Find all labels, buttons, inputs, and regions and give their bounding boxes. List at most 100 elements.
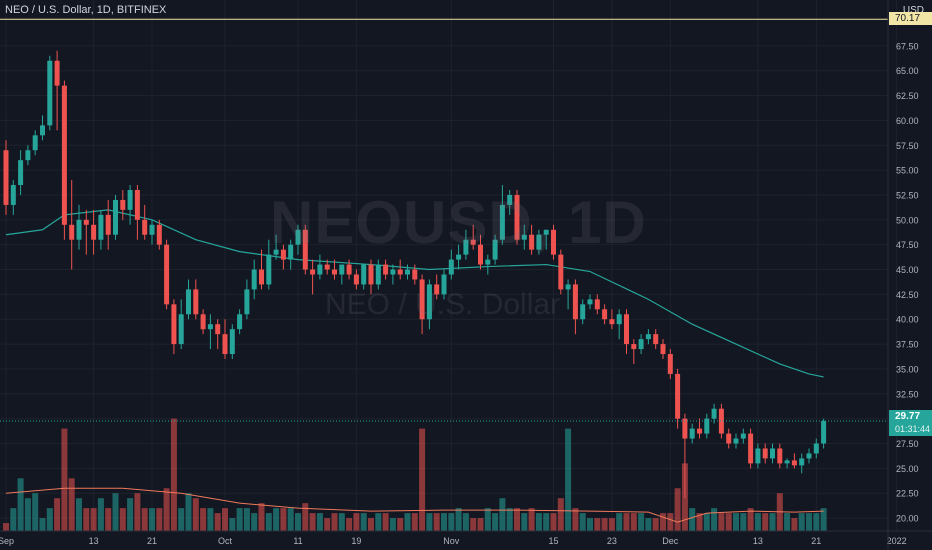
candle-body [675,373,681,419]
volume-bar [820,508,827,531]
volume-bar [251,513,258,531]
candle-body [748,433,754,464]
volume-bar [243,508,250,531]
volume-bar [368,518,374,531]
y-tick-label: 27.50 [896,439,919,449]
candle-body [149,224,155,235]
candle-body [98,214,104,240]
volume-bar [309,513,316,531]
candle-body [273,249,279,255]
candle-body [32,135,38,151]
candle-body [405,269,410,275]
volume-bar [17,478,24,531]
candle-body [426,284,432,320]
candle-body [127,189,133,210]
candle-body [419,279,425,320]
candle-body [733,438,739,444]
volume-bar [295,513,301,531]
candle-body [171,304,177,345]
candle-body [10,185,16,205]
candle-body [770,448,775,459]
volume-bar [441,513,447,531]
x-tick-label: Dec [662,536,679,546]
volume-bar [448,513,455,531]
candle-body [543,229,549,235]
volume-bar [696,513,703,531]
volume-bar [433,513,440,531]
volume-bar [10,508,17,531]
volume-bar [119,508,126,531]
candle-body [697,428,702,434]
x-tick-label: 15 [548,536,558,546]
candle-body [485,259,491,265]
candle-body [645,334,651,340]
volume-bar [557,498,564,531]
candle-body [594,299,600,310]
volume-bar [426,513,433,531]
volume-bar [740,513,747,531]
candle-body [339,264,345,275]
candlesticks [3,50,827,499]
volume-bar [3,523,9,531]
volume-bar [134,493,141,531]
volume-bar [105,508,112,531]
last-price-tag: 29.77 [889,410,932,423]
volume-bar [813,513,820,531]
volume-bar [382,513,389,531]
volume-bar [54,498,61,531]
candle-body [448,259,454,275]
volume-bar [324,518,331,531]
currency-label[interactable]: USD [902,5,924,16]
volume-bar [572,508,579,531]
candle-body [3,150,9,205]
x-tick-label: 19 [351,536,361,546]
candle-body [383,264,389,275]
candle-body [777,448,783,464]
candle-body [193,289,199,315]
volume-bar [725,513,732,531]
volume-bar [316,513,323,531]
candle-body [565,284,571,290]
volume-bar [346,518,353,531]
candle-body [61,85,67,225]
candle-body [551,229,556,255]
y-tick-label: 57.50 [896,141,919,151]
volume-bar [360,513,367,531]
volume-bar [236,508,243,531]
volume-bar [331,513,338,531]
volume-bar [630,513,637,531]
volume-bar [689,508,696,531]
candle-body [412,269,418,280]
volume-bar [112,493,119,531]
symbol-title[interactable]: NEO / U.S. Dollar, 1D, BITFINEX [5,4,167,16]
candle-body [580,304,586,320]
x-tick-label: Nov [443,536,460,546]
candle-body [134,189,140,220]
volume-bar [46,508,53,531]
x-tick-label: 21 [811,536,821,546]
volume-bar [462,513,469,531]
reference-price-tag: 70.17 [889,12,932,25]
volume-bar [718,513,725,531]
volume-bar [397,518,404,531]
volume-ma-line [5,487,824,523]
candle-body [821,420,827,444]
candle-body [353,274,359,285]
volume-bar [747,508,754,531]
candle-body [755,448,761,464]
candle-body [813,443,819,454]
candle-body [324,264,330,270]
y-tick-label: 25.00 [896,464,919,474]
candle-body [609,319,615,325]
candle-body [492,239,498,260]
volume-bar [514,508,520,531]
y-tick-label: 35.00 [896,364,919,374]
volume-bar [601,518,608,531]
candle-body [229,329,235,355]
volume-bar [404,513,411,531]
y-tick-label: 60.00 [896,116,919,126]
candle-body [463,239,469,255]
volume-bar [521,513,528,531]
